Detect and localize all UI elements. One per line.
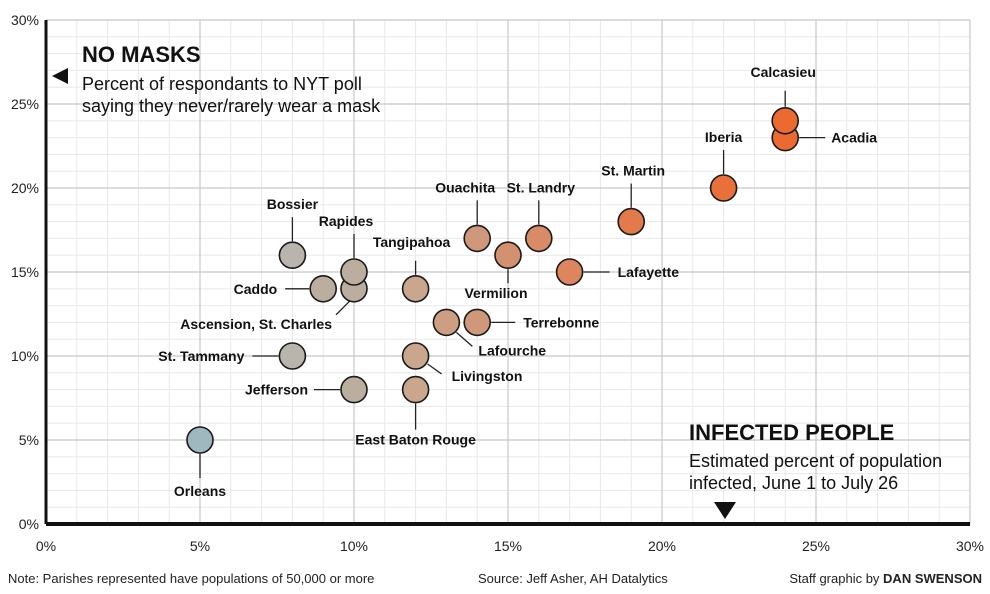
y-heading: NO MASKS — [82, 42, 201, 67]
point-label: Ouachita — [435, 179, 495, 195]
point-label: St. Landry — [507, 179, 576, 195]
y-desc-line2: saying they never/rarely wear a mask — [82, 96, 381, 116]
y-tick-label: 0% — [19, 516, 39, 532]
point-labels: Orleans St. Tammany Bossier Caddo Jefferson R… — [158, 64, 877, 499]
footer-source: Source: Jeff Asher, AH Datalytics — [478, 571, 668, 586]
data-point — [340, 375, 368, 404]
x-tick-label: 15% — [494, 538, 522, 554]
point-label: Tangipahoa — [373, 234, 451, 250]
data-point — [278, 342, 307, 370]
point-label: St. Martin — [601, 163, 665, 179]
point-label: East Baton Rouge — [355, 432, 476, 448]
data-point — [463, 308, 492, 337]
point-label: Calcasieu — [751, 64, 816, 80]
point-label: Orleans — [174, 483, 226, 499]
x-desc-line2: infected, June 1 to July 26 — [689, 473, 898, 493]
footer: Note: Parishes represented have populati… — [8, 571, 982, 586]
y-desc-line1: Percent of respondants to NYT poll — [82, 74, 362, 94]
x-axis-annotation: INFECTED PEOPLE Estimated percent of pop… — [689, 420, 942, 519]
data-point — [278, 241, 307, 269]
left-arrow-icon — [52, 68, 68, 84]
data-point — [555, 258, 584, 286]
data-point — [617, 207, 646, 236]
footer-credit: Staff graphic by DAN SWENSON — [789, 571, 982, 586]
data-point — [401, 375, 430, 404]
data-point — [709, 174, 738, 202]
point-label: Jefferson — [245, 382, 308, 398]
point-label: Ascension, St. Charles — [180, 316, 332, 332]
point-label: Vermilion — [464, 285, 527, 301]
y-tick-label: 25% — [11, 96, 39, 112]
data-point — [309, 274, 338, 303]
leader-line — [427, 363, 442, 375]
x-tick-label: 25% — [802, 538, 830, 554]
x-tick-label: 10% — [340, 538, 368, 554]
x-tick-label: 0% — [36, 538, 56, 554]
data-point — [771, 107, 800, 135]
data-point — [401, 274, 430, 303]
data-point — [401, 342, 430, 370]
point-label: Iberia — [705, 129, 743, 145]
data-point — [340, 258, 368, 286]
x-desc-line1: Estimated percent of population — [689, 451, 942, 471]
credit-prefix: Staff graphic by — [789, 571, 880, 586]
point-label: Terrebonne — [523, 314, 599, 330]
point-label: Acadia — [831, 130, 877, 146]
data-point — [524, 224, 553, 253]
leader-lines — [199, 90, 826, 478]
y-tick-label: 5% — [19, 432, 39, 448]
y-tick-label: 20% — [11, 180, 39, 196]
data-points — [186, 107, 800, 454]
x-heading: INFECTED PEOPLE — [689, 420, 894, 445]
down-arrow-icon — [714, 502, 736, 519]
data-point — [494, 241, 522, 269]
data-point — [432, 308, 461, 337]
point-label: Bossier — [267, 196, 319, 212]
x-tick-label: 30% — [956, 538, 984, 554]
leader-line — [335, 300, 351, 316]
y-tick-label: 10% — [11, 348, 39, 364]
point-label: Lafayette — [618, 264, 680, 280]
point-label: Lafourche — [478, 342, 546, 358]
footer-note: Note: Parishes represented have populati… — [8, 571, 374, 586]
point-label: Livingston — [452, 368, 523, 384]
x-tick-label: 5% — [190, 538, 210, 554]
y-tick-label: 15% — [11, 264, 39, 280]
point-label: St. Tammany — [158, 348, 244, 364]
data-point — [463, 224, 492, 253]
tick-labels: 0% 5% 10% 15% 20% 25% 30% 0% 5% 10% 15% 20% 25% 30% — [11, 12, 984, 554]
axes — [44, 20, 970, 526]
point-label: Caddo — [234, 281, 278, 297]
point-label: Rapides — [319, 213, 374, 229]
leader-line — [455, 331, 473, 347]
y-axis-annotation: NO MASKS Percent of respondants to NYT p… — [52, 42, 381, 116]
data-point — [186, 426, 214, 454]
x-tick-label: 20% — [648, 538, 676, 554]
y-tick-label: 30% — [11, 12, 39, 28]
credit-name: DAN SWENSON — [883, 571, 982, 586]
